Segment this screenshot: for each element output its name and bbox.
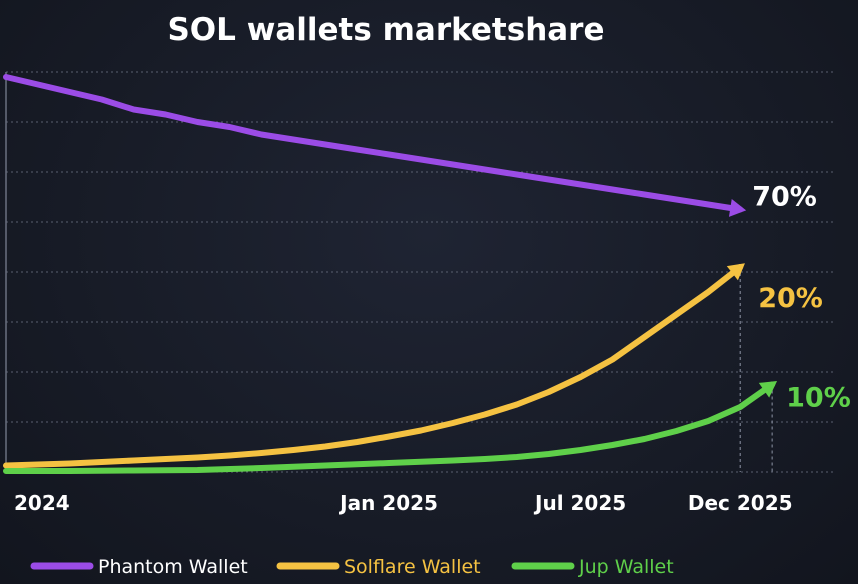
end-label: 20% [758,283,823,314]
series-arrowhead [726,263,745,281]
end-markers [739,267,773,472]
series-arrowhead [758,381,778,398]
legend-label: Phantom Wallet [98,556,248,578]
end-label: 10% [786,383,851,414]
chart-title: SOL wallets marketshare [167,12,604,48]
x-tick-label: Jul 2025 [533,491,626,515]
end-labels: 70% 20% 10% [752,182,851,414]
x-tick-label: 2024 [14,491,70,515]
end-label: 70% [752,182,817,213]
legend: Phantom Wallet Solflare Wallet Jup Wallet [30,556,674,578]
series-lines [3,74,778,474]
x-tick-label: Jan 2025 [338,491,438,515]
legend-label: Jup Wallet [578,556,674,578]
legend-label: Solflare Wallet [344,556,481,578]
series-line-phantom-wallet [3,74,744,213]
series-line-solflare-wallet [3,264,744,469]
x-axis-ticks: 2024 Jan 2025 Jul 2025 Dec 2025 [14,491,793,515]
series-arrowhead [728,199,747,217]
grid-lines [5,71,836,473]
series-line-jup-wallet [3,381,776,474]
x-tick-label: Dec 2025 [688,491,793,515]
